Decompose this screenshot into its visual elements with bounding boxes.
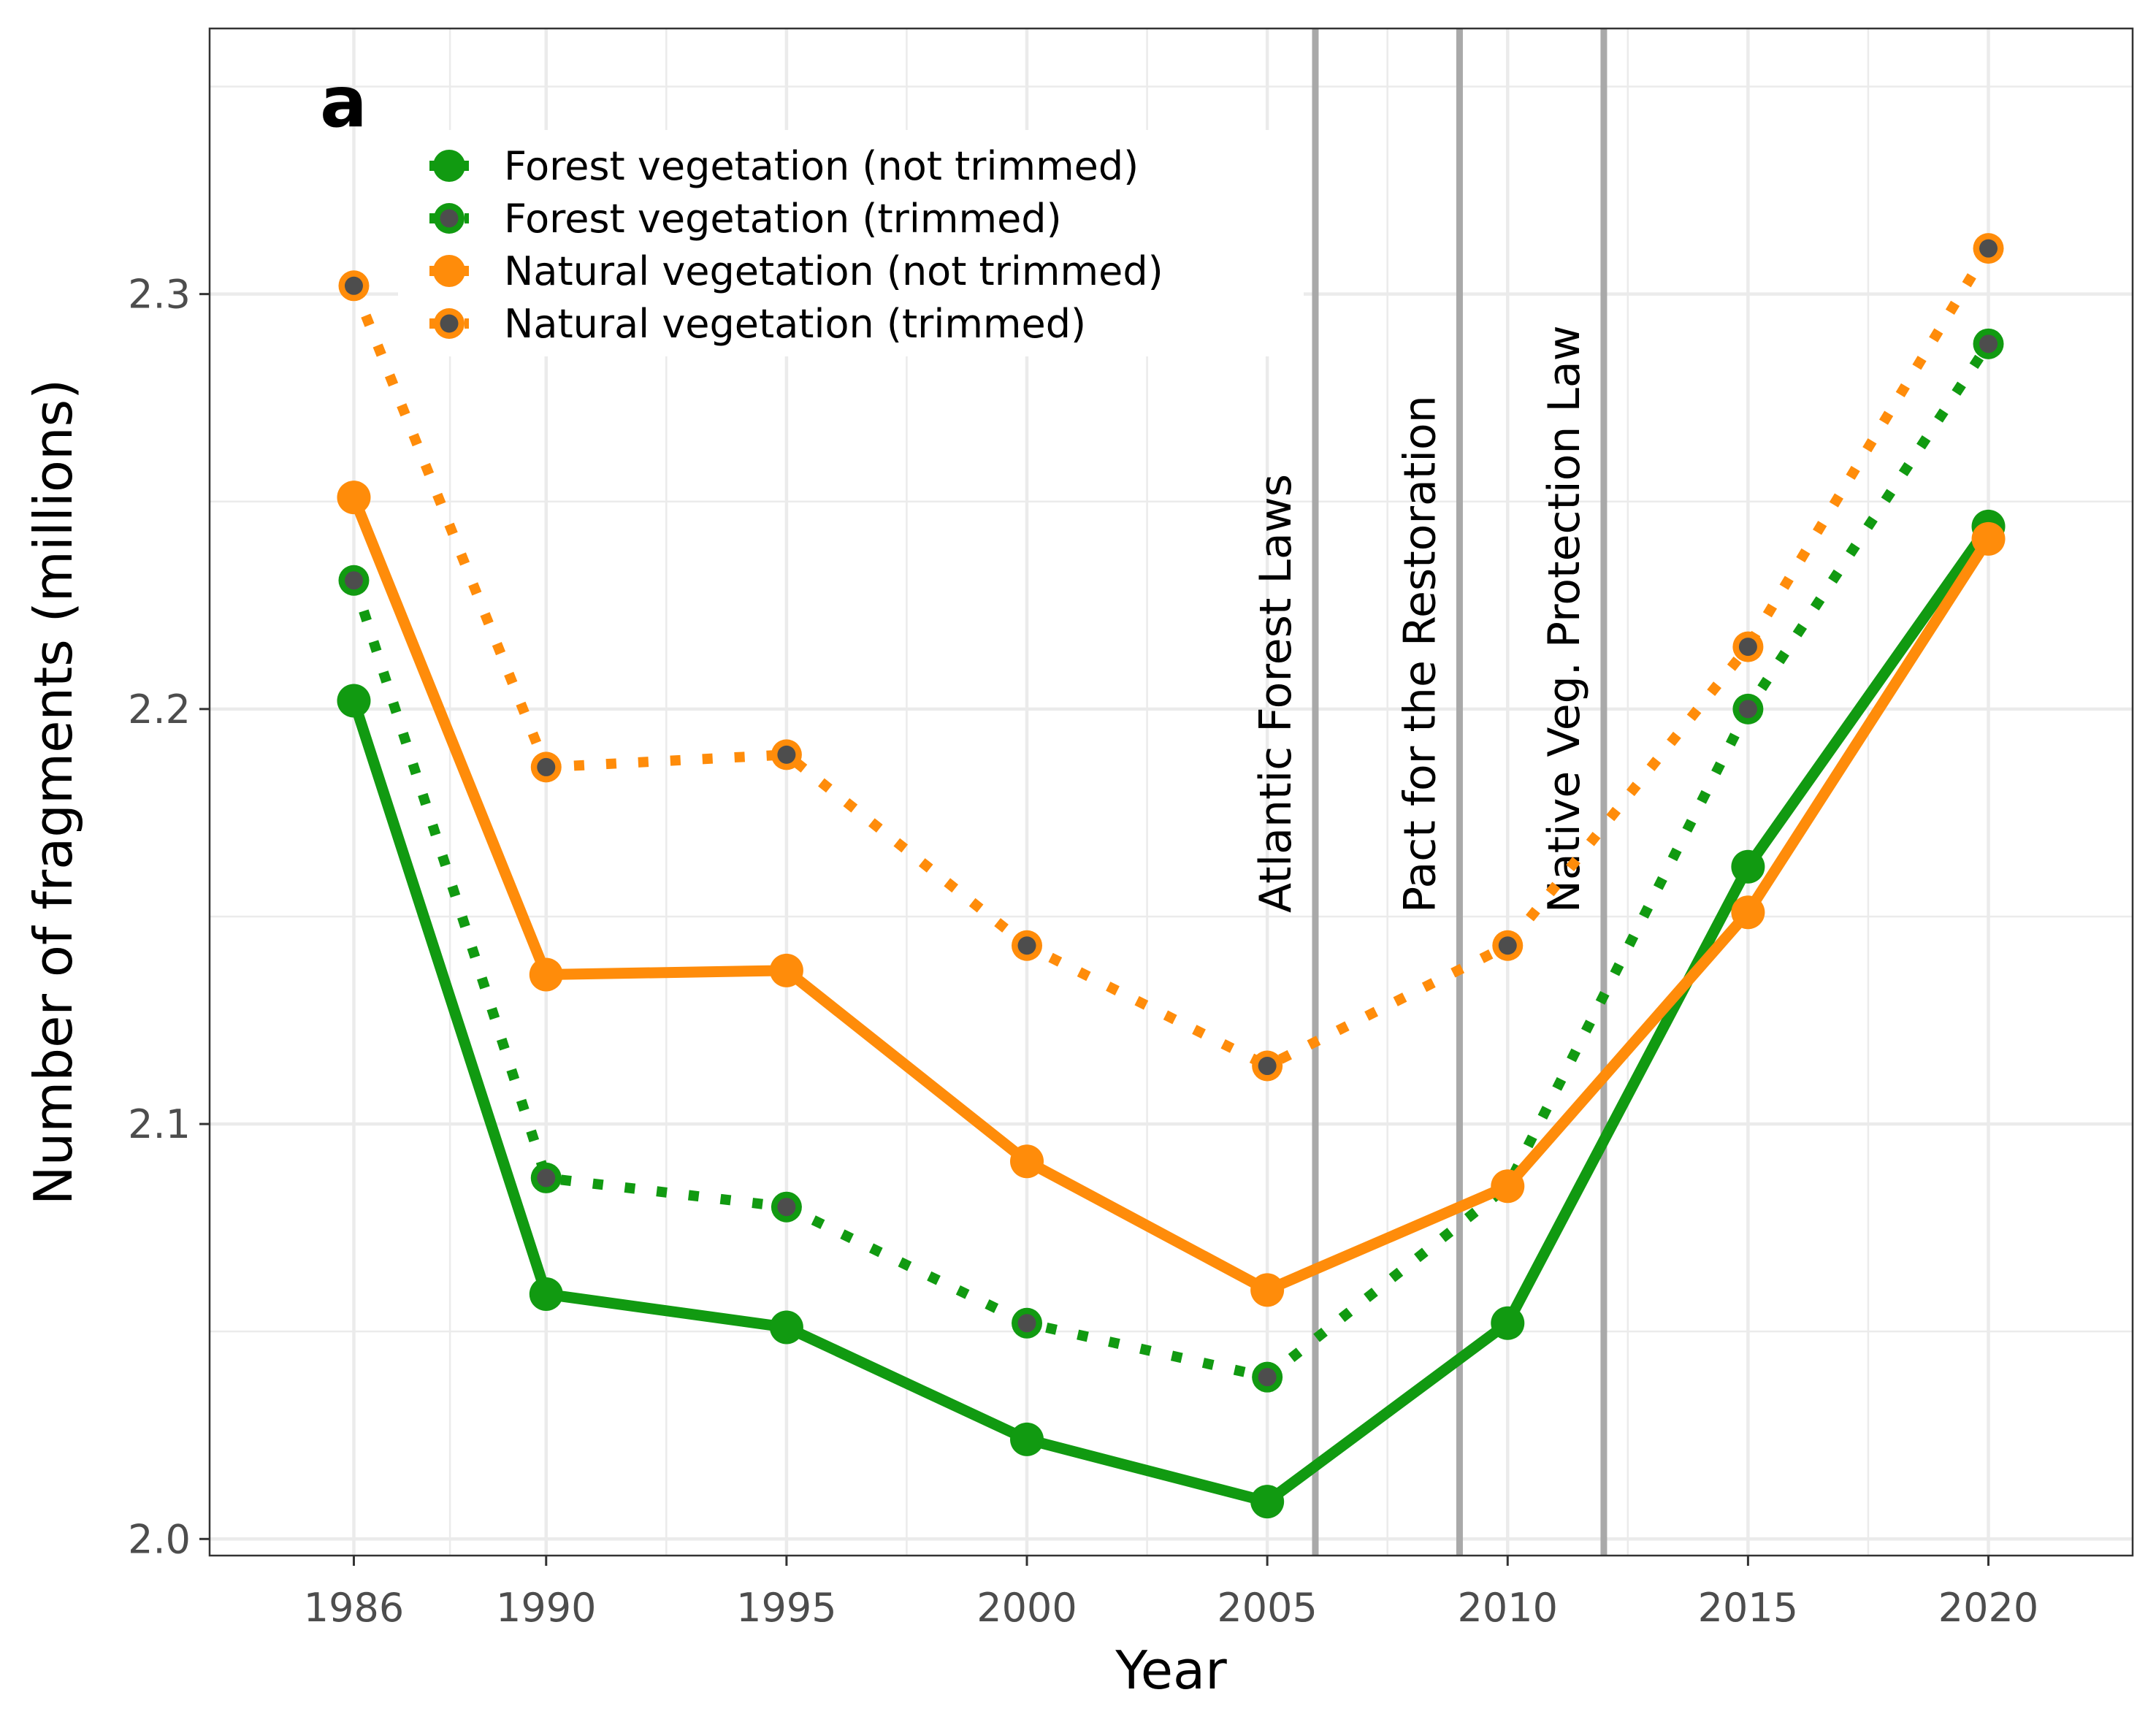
series-line	[348, 340, 1993, 1382]
x-tick-label: 1990	[496, 1585, 596, 1631]
legend-key	[429, 203, 469, 234]
data-point	[1491, 1306, 1525, 1340]
series-0	[337, 509, 2006, 1519]
data-point	[769, 1310, 803, 1345]
data-point-core	[1258, 1368, 1277, 1387]
y-tick-label: 2.2	[128, 686, 191, 733]
data-point-core	[1017, 936, 1036, 955]
x-tick-label: 2000	[976, 1585, 1077, 1631]
data-point-core	[1258, 1057, 1277, 1076]
data-point-core	[1979, 334, 1998, 353]
panel-border	[208, 27, 2134, 1557]
data-point-core	[1979, 239, 1998, 258]
data-point-core	[1738, 638, 1757, 657]
legend-key-point-core	[440, 314, 459, 333]
y-tick-label: 2.3	[128, 272, 191, 318]
data-point-core	[1017, 1314, 1036, 1333]
y-axis-title: Number of fragments (millions)	[23, 379, 84, 1205]
y-axis: 2.0 2.1 2.2 2.3	[128, 272, 210, 1562]
legend-background	[398, 130, 1304, 356]
data-point-core	[1498, 936, 1517, 955]
data-point	[1010, 1144, 1044, 1179]
legend-key-point-core	[440, 209, 459, 228]
x-tick-label: 2020	[1938, 1585, 2038, 1631]
legend-label: Natural vegetation (trimmed)	[504, 301, 1086, 347]
legend-key	[429, 255, 469, 287]
legend-label: Natural vegetation (not trimmed)	[504, 248, 1163, 294]
data-point	[1250, 1273, 1285, 1307]
legend-label: Forest vegetation (not trimmed)	[504, 143, 1139, 189]
data-point-core	[537, 1169, 556, 1187]
y-tick-label: 2.1	[128, 1101, 191, 1147]
data-point	[1731, 895, 1765, 930]
data-point	[1250, 1485, 1285, 1519]
data-point-core	[537, 757, 556, 776]
data-point	[1731, 849, 1765, 884]
data-point-core	[344, 571, 363, 590]
series-1	[338, 328, 2004, 1393]
data-point-core	[344, 276, 363, 295]
series-line	[348, 495, 1993, 1296]
reference-line-label: Pact for the Restoration	[1394, 395, 1445, 913]
data-point	[529, 1277, 563, 1312]
data-point	[1971, 521, 2006, 556]
x-tick-label: 1995	[736, 1585, 836, 1631]
series-line	[348, 523, 1993, 1507]
series-layer	[337, 233, 2006, 1519]
data-point	[1010, 1422, 1044, 1456]
legend-key	[429, 308, 469, 339]
reference-lines: Atlantic Forest Laws Pact for the Restora…	[1250, 28, 1608, 1556]
x-axis-title: Year	[1115, 1640, 1227, 1701]
x-tick-label: 2015	[1698, 1585, 1798, 1631]
data-point-core	[1738, 700, 1757, 719]
legend-label: Forest vegetation (trimmed)	[504, 196, 1062, 242]
reference-line-label: Native Veg. Protection Law	[1539, 325, 1590, 913]
series-2	[337, 481, 2006, 1307]
series-3	[338, 233, 2004, 1082]
x-tick-label: 2005	[1217, 1585, 1317, 1631]
y-tick-label: 2.0	[128, 1516, 191, 1562]
data-point	[337, 684, 371, 718]
x-axis: 1986 1990 1995 2000 2005 2010 2015 2020	[304, 1556, 2038, 1631]
x-tick-label: 2010	[1458, 1585, 1558, 1631]
legend: Forest vegetation (not trimmed) Forest ve…	[398, 130, 1304, 356]
data-point	[337, 481, 371, 515]
reference-line-label: Atlantic Forest Laws	[1250, 474, 1301, 913]
legend-key-point	[433, 150, 465, 182]
legend-key-point	[433, 255, 465, 287]
data-point-core	[777, 745, 796, 764]
data-point	[769, 953, 803, 987]
x-tick-label: 1986	[304, 1585, 404, 1631]
panel-label: a	[320, 61, 367, 143]
data-point-core	[777, 1198, 796, 1217]
data-point	[529, 957, 563, 992]
legend-key	[429, 150, 469, 182]
data-point	[1491, 1169, 1525, 1204]
